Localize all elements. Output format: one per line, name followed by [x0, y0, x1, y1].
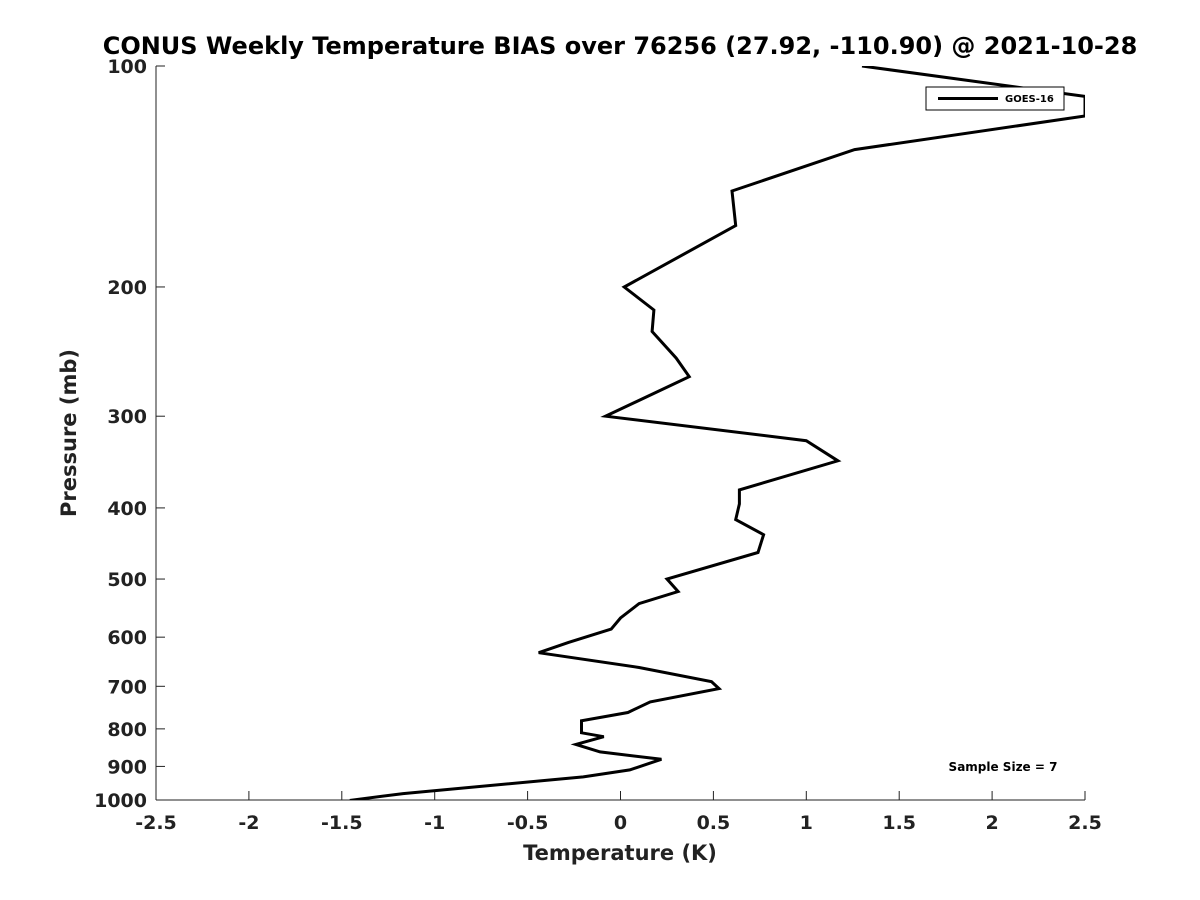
- x-tick-label: 2: [985, 812, 998, 834]
- y-tick-label: 200: [107, 277, 147, 299]
- y-tick-label: 400: [107, 498, 147, 520]
- x-tick-label: -1: [424, 812, 445, 834]
- chart-title: CONUS Weekly Temperature BIAS over 76256…: [103, 32, 1138, 60]
- series-layer: [349, 66, 1085, 800]
- x-axis-label: Temperature (K): [523, 841, 717, 865]
- y-tick-label: 800: [107, 719, 147, 741]
- x-tick-label: 1.5: [882, 812, 916, 834]
- x-tick-label: 0.5: [697, 812, 731, 834]
- x-tick-label: 1: [800, 812, 813, 834]
- y-tick-label: 900: [107, 756, 147, 778]
- axes: -2.5 -2 -1.5 -1 -0.5 0 0.5 1 1.5 2 2.5 100 200 300 400…: [94, 56, 1102, 834]
- y-tick-label: 300: [107, 406, 147, 428]
- series-line-goes-16: [349, 66, 1085, 800]
- y-tick-label: 700: [107, 676, 147, 698]
- x-tick-label: -2.5: [135, 812, 177, 834]
- sample-size-annotation: Sample Size = 7: [949, 760, 1058, 774]
- x-tick-label: -1.5: [321, 812, 363, 834]
- y-tick-label: 1000: [94, 790, 147, 812]
- legend-label-goes-16: GOES-16: [1005, 94, 1054, 105]
- y-axis-label: Pressure (mb): [57, 349, 81, 517]
- x-tick-label: 2.5: [1068, 812, 1102, 834]
- y-tick-label: 500: [107, 569, 147, 591]
- x-tick-label: -2: [238, 812, 259, 834]
- legend: GOES-16: [925, 86, 1065, 111]
- plot-area: [156, 66, 1085, 800]
- x-tick-label: -0.5: [507, 812, 549, 834]
- y-tick-label: 100: [107, 56, 147, 78]
- y-tick-label: 600: [107, 627, 147, 649]
- x-tick-label: 0: [614, 812, 627, 834]
